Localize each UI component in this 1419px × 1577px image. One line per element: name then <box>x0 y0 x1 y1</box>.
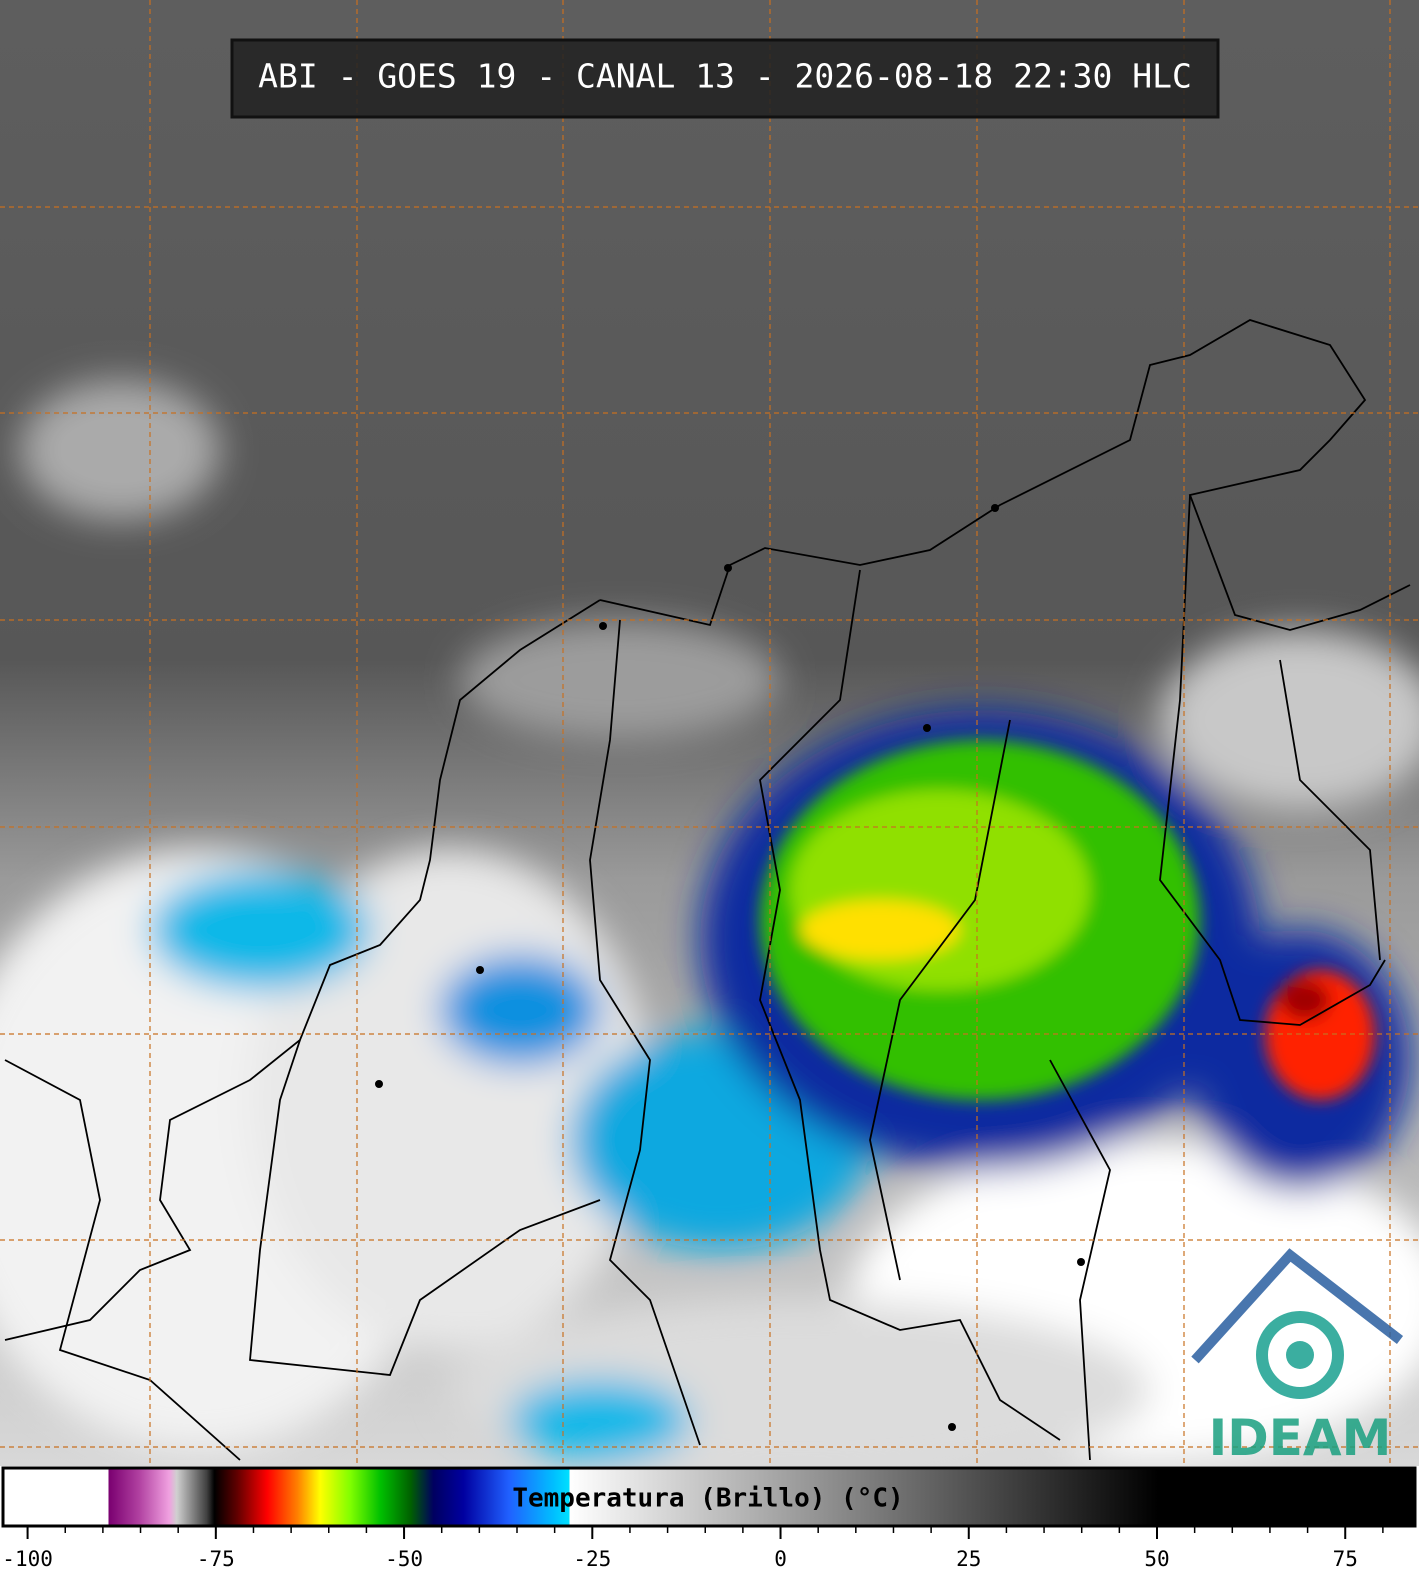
coastlines <box>4 319 1411 1461</box>
colorbar-tick-label: 50 <box>1144 1547 1169 1571</box>
colorbar-tick-label: 75 <box>1333 1547 1358 1571</box>
satellite-image <box>0 0 1419 1480</box>
colorbar-label: Temperatura (Brillo) (°C) <box>512 1484 903 1514</box>
colorbar-tick-label: 25 <box>956 1547 981 1571</box>
colorbar-tick-label: -50 <box>385 1547 423 1571</box>
logo-text: IDEAM <box>1209 1409 1392 1467</box>
colorbar: Temperatura (Brillo) (°C) -100 -75 -50 -25 0… <box>1 1466 1417 1571</box>
logo: IDEAM <box>1191 1248 1404 1467</box>
colorbar-tick-label: -100 <box>2 1547 53 1571</box>
colorbar-tick-label: 0 <box>774 1547 787 1571</box>
cities <box>375 504 1085 1431</box>
graticule <box>0 0 1419 1466</box>
colorbar-tick-label: -75 <box>197 1547 235 1571</box>
colorbar-tick-label: -25 <box>573 1547 611 1571</box>
title: ABI - GOES 19 - CANAL 13 - 2026-08-18 22… <box>258 57 1192 96</box>
title-box: ABI - GOES 19 - CANAL 13 - 2026-08-18 22… <box>230 38 1220 119</box>
